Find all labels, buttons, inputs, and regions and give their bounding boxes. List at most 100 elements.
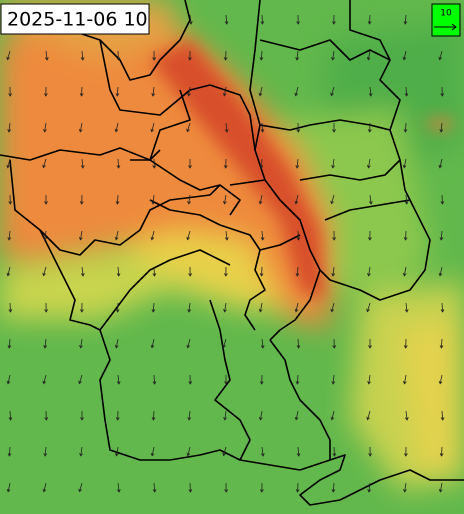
wind-arrow xyxy=(402,158,407,169)
wind-arrow xyxy=(294,302,299,313)
wind-arrow xyxy=(43,338,48,349)
wind-arrow xyxy=(439,446,444,457)
wind-arrow xyxy=(187,50,192,61)
wind-arrow xyxy=(116,374,121,385)
wind-arrow xyxy=(224,230,229,241)
wind-arrow xyxy=(440,86,445,97)
wind-arrow xyxy=(80,266,85,277)
wind-arrow xyxy=(403,446,408,457)
wind-arrow xyxy=(259,50,264,61)
border xyxy=(69,0,191,81)
wind-arrow xyxy=(8,410,13,421)
wind-arrow xyxy=(7,338,12,349)
wind-arrow xyxy=(440,302,445,313)
wind-arrow xyxy=(330,194,335,205)
wind-arrow xyxy=(366,410,371,421)
wind-arrow xyxy=(222,338,227,349)
wind-arrow xyxy=(258,302,263,313)
wind-arrow xyxy=(404,410,409,421)
wind-arrow xyxy=(332,338,337,349)
wind-arrow xyxy=(42,158,47,169)
wind-arrow xyxy=(367,14,372,25)
wind-arrow xyxy=(402,374,407,385)
wind-arrow xyxy=(366,158,371,169)
wind-arrow xyxy=(331,266,336,277)
wind-arrow xyxy=(6,266,11,277)
wind-arrow xyxy=(116,482,121,493)
wind-arrow xyxy=(79,446,83,457)
wind-arrow xyxy=(403,122,408,133)
border xyxy=(99,329,464,506)
wind-arrow xyxy=(258,194,263,205)
wind-arrow xyxy=(78,122,83,133)
wind-arrow xyxy=(7,230,12,241)
wind-arrow xyxy=(402,50,407,61)
wind-arrow xyxy=(80,411,84,421)
wind-arrow xyxy=(403,338,408,349)
wind-arrow xyxy=(44,302,49,313)
border xyxy=(130,89,241,216)
wind-arrow xyxy=(186,446,191,457)
wind-arrow xyxy=(403,230,408,241)
wind-arrow xyxy=(188,266,193,277)
wind-arrow xyxy=(115,302,120,313)
wind-arrow xyxy=(439,338,444,349)
border xyxy=(259,0,411,221)
wind-arrow xyxy=(332,230,337,241)
wind-arrow xyxy=(260,122,265,133)
wind-arrow xyxy=(6,50,11,61)
wind-arrow xyxy=(114,446,119,457)
wind-arrow xyxy=(43,230,47,241)
wind-arrow xyxy=(223,50,228,61)
legend-box xyxy=(431,3,461,37)
wind-arrow xyxy=(80,50,85,61)
yellow-area-east xyxy=(400,320,464,470)
wind-arrow xyxy=(8,86,13,97)
wind-arrow xyxy=(403,482,407,493)
wind-arrow xyxy=(152,50,157,61)
wind-arrow xyxy=(366,302,371,313)
wind-arrow xyxy=(330,86,335,97)
wind-arrow xyxy=(404,302,409,313)
wind-arrow xyxy=(368,446,373,457)
wind-arrow xyxy=(222,194,227,205)
wind-arrow xyxy=(260,230,265,241)
wind-arrow xyxy=(404,194,409,205)
wind-arrow xyxy=(403,14,408,25)
wind-arrow xyxy=(188,374,193,385)
wind-arrow xyxy=(438,266,443,277)
wind-arrow xyxy=(331,482,336,493)
wind-arrow xyxy=(188,482,193,493)
wind-arrow xyxy=(331,14,336,25)
wind-arrow xyxy=(439,122,444,133)
wind-arrow xyxy=(260,14,265,25)
wind-arrow xyxy=(295,50,300,61)
wind-arrow xyxy=(224,122,229,133)
wind-arrow xyxy=(7,446,12,457)
wind-arrow xyxy=(259,482,264,493)
wind-arrow xyxy=(223,158,228,169)
wind-arrow xyxy=(367,266,371,277)
wind-arrow xyxy=(295,266,300,277)
wind-arrow xyxy=(296,14,301,25)
border xyxy=(9,159,211,256)
wind-arrow xyxy=(79,302,84,313)
wind-arrow xyxy=(79,338,83,349)
wind-arrow xyxy=(115,410,120,421)
wind-arrow xyxy=(440,194,445,205)
wind-arrow xyxy=(114,122,119,133)
wind-arrow xyxy=(331,158,335,169)
wind-arrow xyxy=(186,230,191,241)
wind-arrow xyxy=(152,482,157,493)
wind-arrow xyxy=(223,266,228,277)
wind-arrow xyxy=(187,302,192,313)
wind-arrow xyxy=(368,194,373,205)
wind-arrow xyxy=(42,266,47,277)
wind-arrow xyxy=(260,446,265,457)
wind-arrow xyxy=(259,374,264,385)
wind-arrow xyxy=(151,302,156,313)
wind-arrow xyxy=(404,86,409,97)
wind-arrow xyxy=(438,50,443,61)
